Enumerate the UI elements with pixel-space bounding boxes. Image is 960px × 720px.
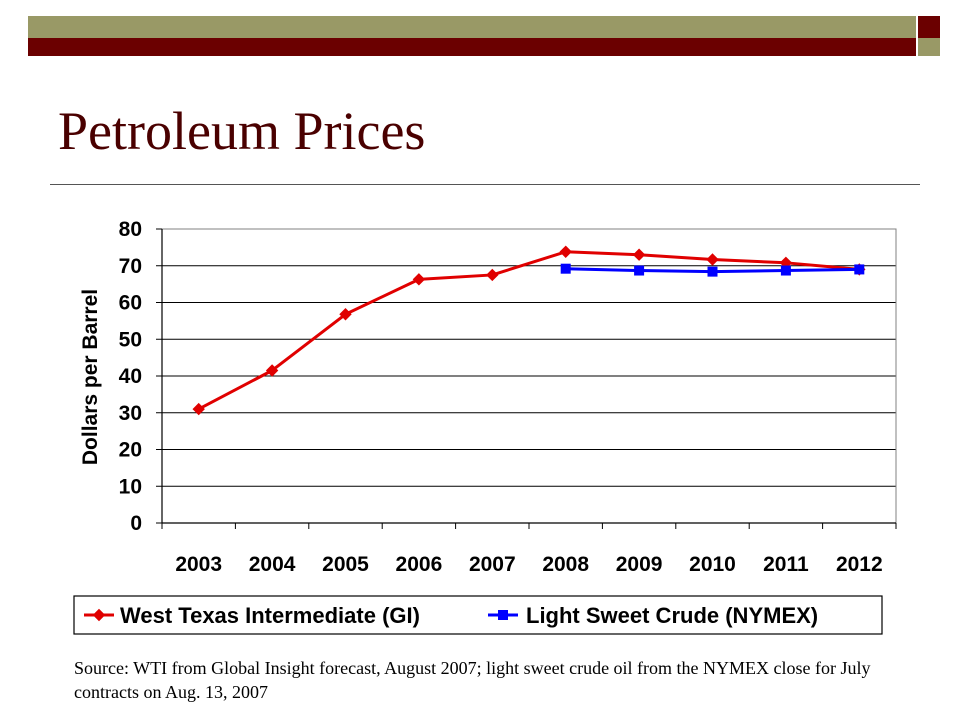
data-point-diamond bbox=[192, 402, 205, 416]
x-tick-label: 2003 bbox=[175, 553, 222, 576]
x-tick-label: 2008 bbox=[542, 553, 589, 576]
axes bbox=[156, 228, 897, 529]
x-tick-label: 2010 bbox=[689, 553, 736, 576]
legend: West Texas Intermediate (GI) Light Sweet … bbox=[73, 595, 883, 635]
header-square-olive bbox=[918, 38, 940, 56]
title-divider bbox=[50, 184, 920, 185]
decorative-header-bar bbox=[0, 0, 960, 60]
data-point-diamond bbox=[486, 268, 499, 282]
data-point-diamond bbox=[706, 253, 719, 266]
slide-title: Petroleum Prices bbox=[58, 101, 426, 161]
data-point-square bbox=[780, 265, 791, 276]
x-tick-label: 2012 bbox=[836, 553, 883, 576]
data-point-square bbox=[707, 266, 718, 277]
y-axis-label: Dollars per Barrel bbox=[79, 289, 102, 465]
x-tick-label: 2007 bbox=[469, 553, 516, 576]
x-tick-label: 2005 bbox=[322, 553, 369, 576]
source-note: Source: WTI from Global Insight forecast… bbox=[74, 658, 871, 702]
header-square-maroon bbox=[918, 16, 940, 38]
data-point-diamond bbox=[339, 308, 352, 321]
y-tick-label: 40 bbox=[119, 365, 142, 388]
y-tick-label: 30 bbox=[119, 402, 142, 425]
y-tick-label: 80 bbox=[119, 218, 142, 241]
data-series bbox=[192, 245, 866, 416]
x-tick-label: 2006 bbox=[396, 553, 443, 576]
y-tick-label: 20 bbox=[119, 439, 142, 462]
x-tick-labels: 2003 2004 2005 2006 2007 2008 2009 2010 2011 2012 bbox=[175, 553, 882, 576]
y-tick-label: 10 bbox=[119, 475, 142, 498]
legend-label: Light Sweet Crude (NYMEX) bbox=[526, 603, 818, 628]
y-tick-label: 0 bbox=[130, 512, 142, 535]
legend-marker bbox=[92, 608, 106, 622]
header-stripe-olive bbox=[28, 16, 916, 38]
data-point-diamond bbox=[559, 245, 572, 258]
y-tick-label: 70 bbox=[119, 255, 142, 278]
y-tick-labels: 0 10 20 30 40 50 60 70 80 bbox=[119, 218, 142, 535]
series-nymex bbox=[560, 263, 865, 277]
header-stripe-maroon bbox=[28, 38, 916, 56]
data-point-diamond bbox=[412, 273, 426, 286]
series-line bbox=[198, 250, 860, 411]
data-point-diamond bbox=[265, 364, 279, 377]
x-tick-label: 2011 bbox=[763, 553, 809, 576]
x-tick-label: 2009 bbox=[616, 553, 663, 576]
data-point-diamond bbox=[632, 248, 646, 261]
y-tick-label: 60 bbox=[119, 292, 142, 315]
data-point-square bbox=[854, 264, 865, 275]
x-tick-label: 2004 bbox=[249, 553, 296, 576]
data-point-square bbox=[560, 263, 571, 274]
legend-label: West Texas Intermediate (GI) bbox=[120, 603, 420, 628]
y-tick-label: 50 bbox=[119, 328, 142, 351]
data-point-square bbox=[634, 265, 645, 276]
legend-marker bbox=[498, 610, 508, 620]
legend-box bbox=[73, 595, 883, 635]
